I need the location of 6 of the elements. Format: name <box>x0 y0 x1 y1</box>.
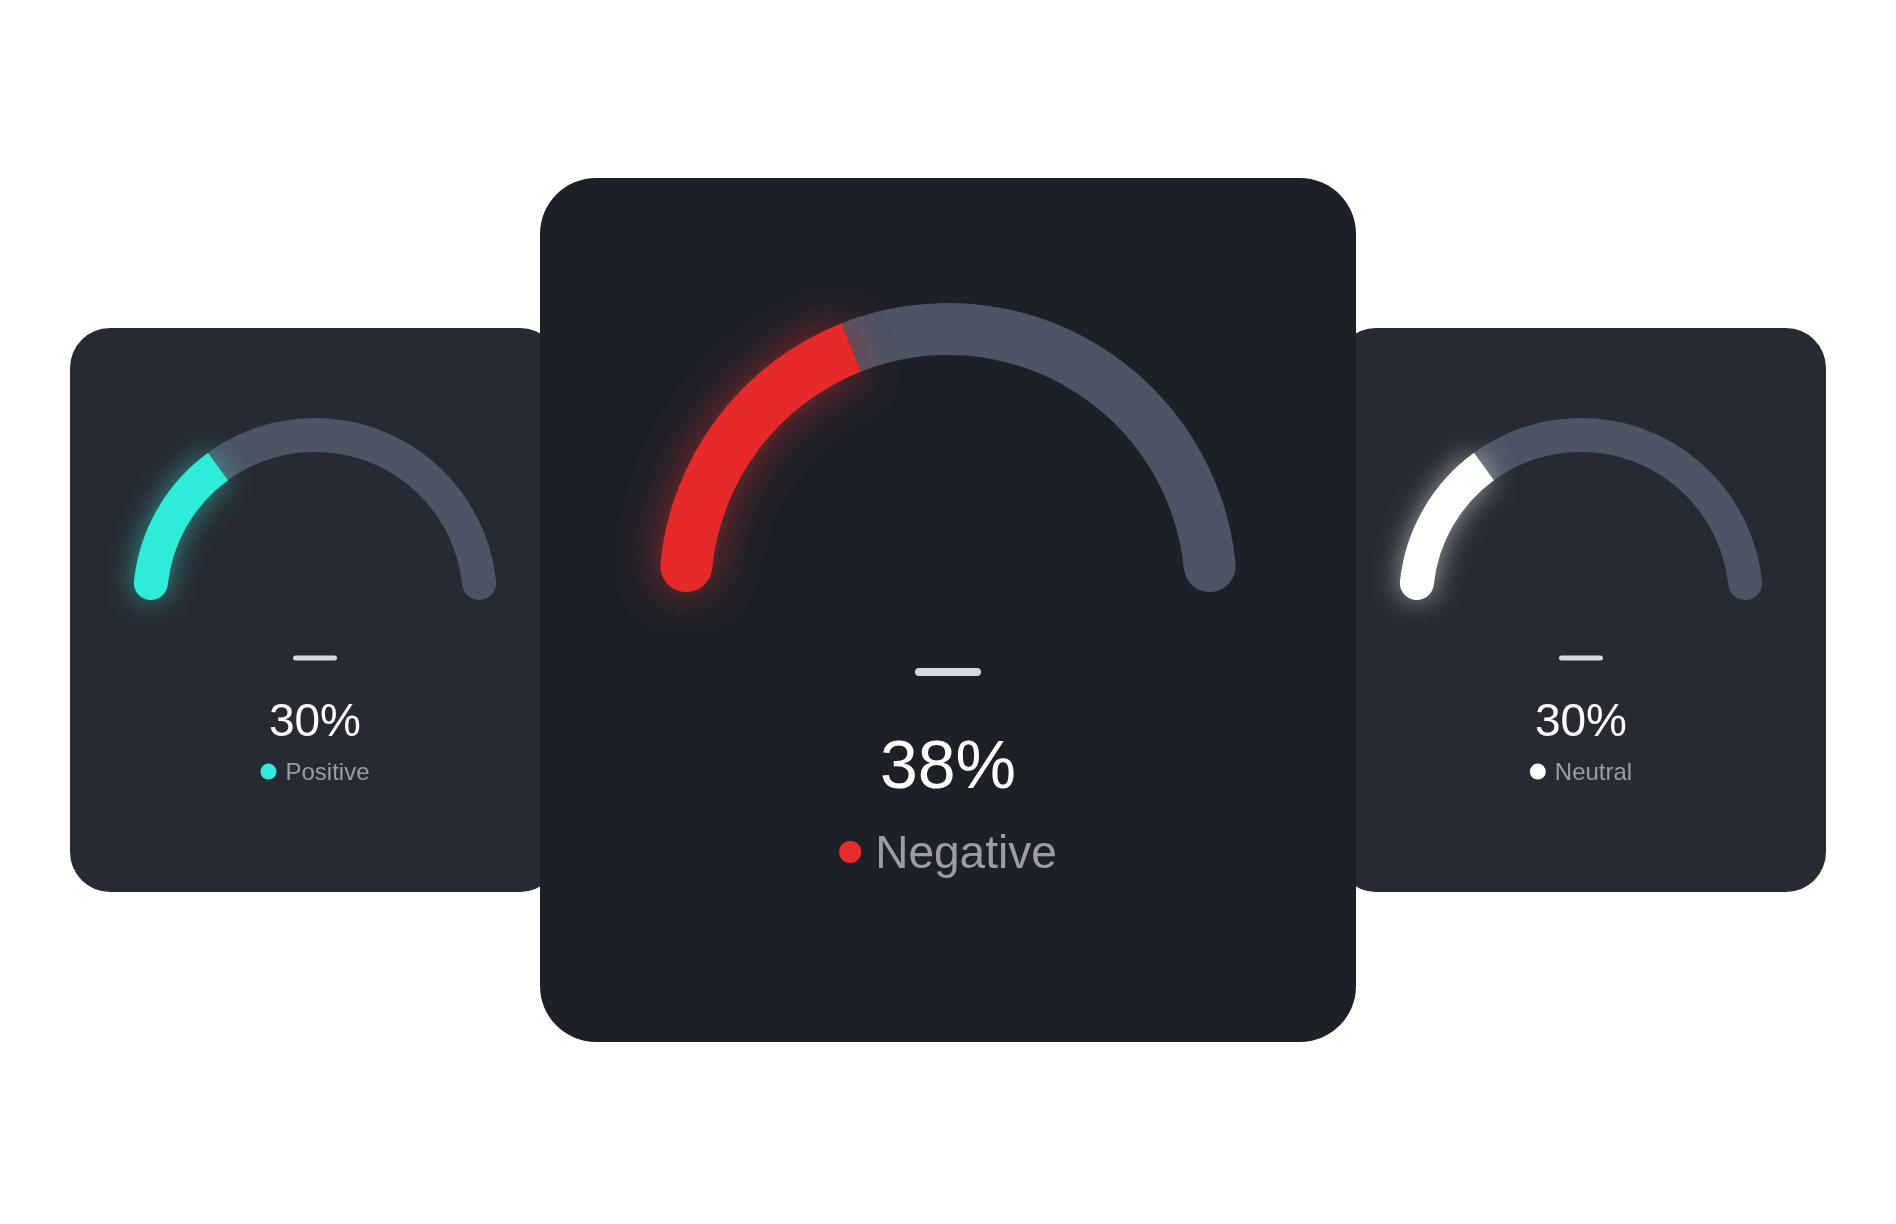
legend-label: Positive <box>285 758 370 785</box>
data-label: 30% <box>1534 694 1628 746</box>
legend-label: Neutral <box>1554 758 1633 785</box>
legend-label: Negative <box>875 826 1057 878</box>
data-label: 30% <box>268 694 362 746</box>
data-label: 38% <box>879 726 1017 802</box>
